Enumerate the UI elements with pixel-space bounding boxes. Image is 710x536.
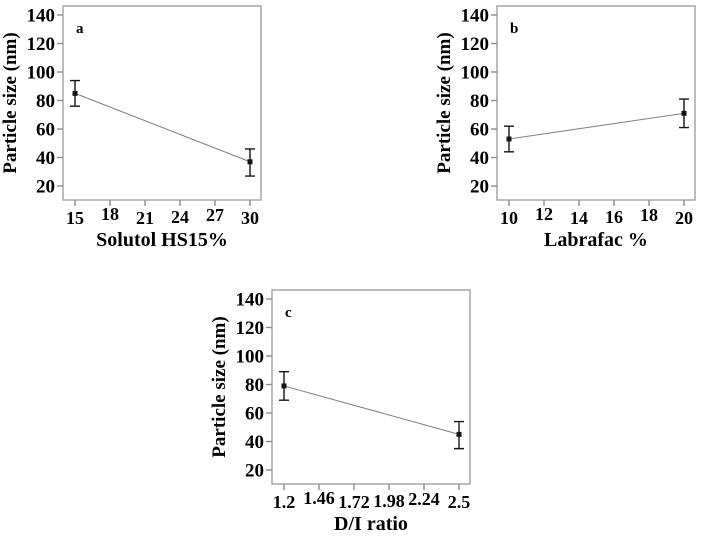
x-tick-label: 1.46 <box>303 488 335 508</box>
y-tick-label: 40 <box>245 432 264 453</box>
y-tick-label: 140 <box>27 6 56 27</box>
trend-line <box>74 92 251 163</box>
x-tick-label: 1.72 <box>338 492 370 512</box>
x-tick-label: 15 <box>66 208 84 228</box>
data-point-marker <box>72 90 78 96</box>
x-tick-label: 1.98 <box>373 491 405 511</box>
y-tick-label: 80 <box>36 91 55 112</box>
y-tick-label: 20 <box>245 461 264 482</box>
chart-panel-b: 20 40 60 80 100 120 140 10 12 14 16 18 20 Labrafac % P… <box>434 5 696 251</box>
y-tick-label: 140 <box>461 6 490 27</box>
x-tick-label: 2.24 <box>408 489 440 509</box>
y-tick-label: 40 <box>470 148 489 169</box>
y-tick-label: 80 <box>245 375 264 396</box>
panel-letter: b <box>510 21 518 37</box>
x-tick-label: 14 <box>570 208 588 228</box>
data-point-marker <box>456 431 462 437</box>
y-axis-label: Particle size (nm) <box>209 316 230 457</box>
y-tick-label: 60 <box>470 120 489 141</box>
x-tick-label: 18 <box>640 205 658 225</box>
data-point-marker <box>247 159 253 165</box>
y-tick-label: 100 <box>236 347 265 368</box>
y-tick-label: 40 <box>36 148 55 169</box>
x-tick-label: 18 <box>101 204 119 224</box>
x-tick-label: 27 <box>206 205 224 225</box>
y-tick-label: 60 <box>245 404 264 425</box>
x-tick-label: 24 <box>171 207 189 227</box>
x-tick-label: 10 <box>500 208 518 228</box>
y-axis-label: Particle size (nm) <box>434 32 455 173</box>
y-tick-label: 100 <box>27 63 56 84</box>
x-tick-label: 12 <box>535 204 553 224</box>
y-tick-label: 80 <box>470 91 489 112</box>
y-tick-label: 120 <box>461 34 490 55</box>
plot-box <box>62 5 262 201</box>
x-tick-label: 1.2 <box>273 492 296 512</box>
x-tick-label: 16 <box>605 207 623 227</box>
x-tick-label: 2.5 <box>448 492 471 512</box>
y-tick-label: 140 <box>236 290 265 311</box>
panel-letter: c <box>285 305 292 321</box>
y-axis-label: Particle size (nm) <box>0 32 21 173</box>
x-axis-label: Labrafac % <box>544 229 648 251</box>
y-tick-label: 120 <box>27 34 56 55</box>
y-tick-label: 60 <box>36 120 55 141</box>
plot-box <box>496 5 696 201</box>
trend-line <box>283 385 460 435</box>
x-tick-label: 20 <box>675 208 693 228</box>
x-axis-label: D/I ratio <box>334 513 408 535</box>
data-point-marker <box>281 383 287 389</box>
chart-panel-a: 20 40 60 80 100 120 140 15 18 21 24 27 30 Solutol HS1… <box>0 5 262 251</box>
chart-panel-c: 20 40 60 80 100 120 140 1.2 1.46 1.72 1.98 2.24 2.5 D… <box>209 289 471 535</box>
x-tick-label: 21 <box>136 208 154 228</box>
x-axis-label: Solutol HS15% <box>96 229 228 251</box>
y-tick-label: 20 <box>470 177 489 198</box>
y-tick-label: 120 <box>236 318 265 339</box>
data-point-marker <box>681 110 687 116</box>
panel-letter: a <box>76 21 84 37</box>
plot-box <box>271 289 471 485</box>
trend-line <box>508 112 685 140</box>
y-tick-label: 20 <box>36 177 55 198</box>
y-tick-label: 100 <box>461 63 490 84</box>
x-tick-label: 30 <box>241 208 259 228</box>
data-point-marker <box>506 136 512 142</box>
